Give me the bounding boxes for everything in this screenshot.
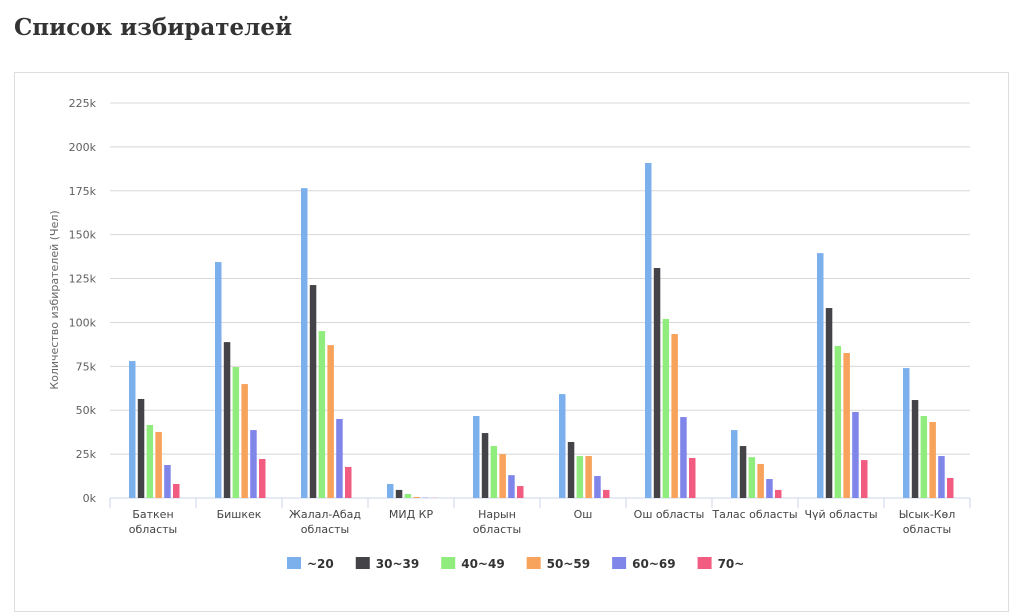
bar-70~ — [173, 484, 180, 498]
x-tick-label: Ош — [574, 508, 593, 521]
bar-70~ — [345, 467, 352, 498]
legend-swatch[interactable] — [527, 557, 541, 569]
y-tick-label: 25k — [76, 448, 97, 461]
bar-40~49 — [233, 367, 240, 498]
bar-~20 — [645, 163, 652, 498]
bar-~20 — [903, 368, 910, 498]
y-tick-label: 0k — [83, 492, 97, 505]
bar-~20 — [731, 430, 738, 498]
bar-60~69 — [508, 475, 515, 498]
bar-40~49 — [835, 346, 842, 498]
bar-60~69 — [766, 479, 773, 498]
bar-60~69 — [938, 456, 945, 498]
bar-40~49 — [663, 319, 670, 498]
y-tick-label: 125k — [69, 273, 97, 286]
x-tick-label: Ош областы — [634, 508, 705, 521]
bar-70~ — [259, 459, 266, 498]
legend-item[interactable]: 30~39 — [376, 557, 419, 571]
bar-30~39 — [482, 433, 489, 498]
bar-70~ — [775, 490, 782, 498]
bar-50~59 — [843, 353, 850, 498]
x-tick-label: Нарын — [478, 508, 516, 521]
x-tick-label: Ысык-Көл — [899, 508, 956, 521]
x-tick-label: МИД КР — [389, 508, 434, 521]
bar-40~49 — [491, 446, 498, 498]
bar-~20 — [559, 394, 566, 498]
bar-50~59 — [155, 432, 162, 498]
bar-30~39 — [654, 268, 661, 498]
legend-item[interactable]: 60~69 — [632, 557, 675, 571]
bar-~20 — [215, 262, 222, 498]
y-tick-label: 150k — [69, 229, 97, 242]
legend-item[interactable]: ~20 — [307, 557, 334, 571]
x-tick-label: Чүй областы — [804, 508, 877, 521]
x-tick-label: областы — [129, 523, 177, 536]
bar-40~49 — [749, 457, 756, 498]
bar-50~59 — [241, 384, 248, 498]
bar-30~39 — [740, 446, 747, 498]
bar-60~69 — [250, 430, 257, 498]
legend-item[interactable]: 40~49 — [461, 557, 504, 571]
bar-70~ — [517, 486, 524, 498]
bar-~20 — [817, 253, 824, 498]
legend-swatch[interactable] — [356, 557, 370, 569]
legend-swatch[interactable] — [698, 557, 712, 569]
bar-70~ — [947, 478, 954, 498]
y-tick-label: 175k — [69, 185, 97, 198]
x-tick-label: Бишкек — [217, 508, 262, 521]
legend-swatch[interactable] — [612, 557, 626, 569]
bar-~20 — [129, 361, 136, 498]
x-tick-label: Баткен — [132, 508, 173, 521]
y-axis-title: Количество избирателей (Чел) — [48, 210, 61, 389]
bar-50~59 — [585, 456, 592, 498]
bar-30~39 — [568, 442, 575, 498]
bar-50~59 — [413, 497, 420, 498]
voters-bar-chart: 0k 25k 50k 75k 100k 125k 150k 175k 200k 225k Колич… — [0, 0, 1022, 598]
bar-70~ — [603, 490, 610, 498]
y-tick-label: 200k — [69, 141, 97, 154]
bar-40~49 — [405, 494, 412, 498]
bar-30~39 — [826, 308, 833, 498]
bar-60~69 — [680, 417, 687, 498]
bar-30~39 — [396, 490, 403, 498]
bar-30~39 — [310, 285, 317, 498]
bar-70~ — [861, 460, 868, 498]
bar-60~69 — [852, 412, 859, 498]
bar-70~ — [689, 458, 696, 498]
x-tick-label: областы — [473, 523, 521, 536]
bar-~20 — [301, 188, 308, 498]
bar-60~69 — [336, 419, 343, 498]
bar-30~39 — [138, 399, 145, 498]
bar-~20 — [387, 484, 394, 498]
legend-item[interactable]: 70~ — [718, 557, 745, 571]
legend-item[interactable]: 50~59 — [547, 557, 590, 571]
bar-30~39 — [224, 342, 231, 498]
x-tick-label: Талас областы — [711, 508, 797, 521]
bar-40~49 — [921, 416, 928, 498]
bar-30~39 — [912, 400, 919, 498]
x-tick-label: Жалал-Абад — [289, 508, 361, 521]
y-tick-label: 100k — [69, 316, 97, 329]
bar-50~59 — [327, 345, 334, 498]
bar-50~59 — [929, 422, 936, 498]
bar-40~49 — [147, 425, 154, 498]
bar-50~59 — [671, 334, 678, 498]
y-tick-label: 225k — [69, 97, 97, 110]
bar-50~59 — [499, 454, 506, 498]
legend-swatch[interactable] — [287, 557, 301, 569]
y-tick-label: 50k — [76, 404, 97, 417]
y-tick-label: 75k — [76, 360, 97, 373]
bar-50~59 — [757, 464, 764, 498]
bar-60~69 — [164, 465, 171, 498]
x-tick-label: областы — [301, 523, 349, 536]
bar-60~69 — [594, 476, 601, 498]
bar-~20 — [473, 416, 480, 498]
bar-40~49 — [577, 456, 584, 498]
bar-40~49 — [319, 331, 326, 498]
x-tick-label: областы — [903, 523, 951, 536]
legend-swatch[interactable] — [441, 557, 455, 569]
